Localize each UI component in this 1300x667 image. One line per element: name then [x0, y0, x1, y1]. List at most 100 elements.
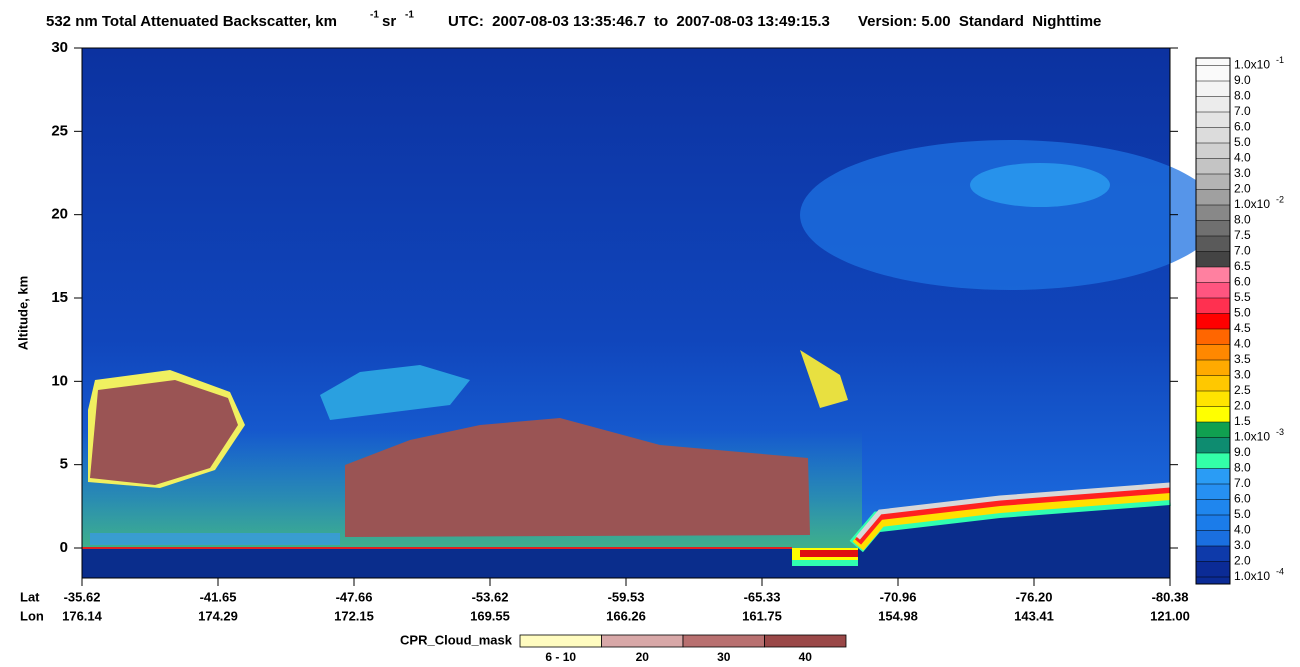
colorbar-label: 3.0 — [1234, 538, 1251, 552]
lon-label: 172.15 — [334, 608, 374, 623]
colorbar-bin — [1196, 546, 1230, 562]
colorbar-bin — [1196, 143, 1230, 159]
colorbar-label: 2.0 — [1234, 399, 1251, 413]
colorbar-label: 5.5 — [1234, 290, 1251, 304]
colorbar-label: 1.5 — [1234, 414, 1251, 428]
y-tick-label: 30 — [51, 39, 68, 56]
colorbar-label-exp: -2 — [1276, 194, 1284, 204]
colorbar-bin — [1196, 561, 1230, 577]
lon-label: 166.26 — [606, 608, 646, 623]
colorbar-bin — [1196, 65, 1230, 81]
colorbar-bin — [1196, 515, 1230, 531]
colorbar-label-exp: -1 — [1276, 55, 1284, 65]
lat-label: -41.65 — [200, 589, 237, 604]
cloud-mask-label: 40 — [799, 650, 813, 664]
colorbar-frame — [1195, 57, 1231, 585]
cloud-mask-swatch — [682, 634, 765, 648]
colorbar-label-exp: -3 — [1276, 427, 1284, 437]
backscatter-field — [82, 48, 1220, 578]
colorbar-bin — [1196, 81, 1230, 97]
lat-label: -59.53 — [608, 589, 645, 604]
colorbar-bin — [1196, 406, 1230, 422]
colorbar-bin — [1196, 422, 1230, 438]
colorbar-bin — [1196, 453, 1230, 469]
colorbar-label: 8.0 — [1234, 461, 1251, 475]
title-main: 532 nm Total Attenuated Backscatter, km — [46, 13, 337, 30]
colorbar-label: 6.5 — [1234, 259, 1251, 273]
lat-label: -80.38 — [1152, 589, 1189, 604]
colorbar-label: 8.0 — [1234, 213, 1251, 227]
lat-label: -53.62 — [472, 589, 509, 604]
y-tick-label: 15 — [51, 289, 68, 306]
lat-label: -35.62 — [64, 589, 101, 604]
colorbar-bin — [1196, 468, 1230, 484]
lat-row-label: Lat — [20, 589, 40, 604]
colorbar-bin — [1196, 189, 1230, 205]
colorbar-label: 3.5 — [1234, 352, 1251, 366]
colorbar-bin — [1196, 375, 1230, 391]
cloud-mask-swatch — [601, 634, 684, 648]
lon-label: 176.14 — [62, 608, 103, 623]
title-utc: UTC: 2007-08-03 13:35:46.7 to 2007-08-03… — [448, 13, 830, 30]
colorbar-label: 7.0 — [1234, 104, 1251, 118]
y-tick-label: 20 — [51, 206, 68, 223]
colorbar-label: 1.0x10 — [1234, 430, 1270, 444]
colorbar-bin — [1196, 344, 1230, 360]
colorbar-label: 6.0 — [1234, 492, 1251, 506]
lat-label: -47.66 — [336, 589, 373, 604]
colorbar-label: 5.0 — [1234, 135, 1251, 149]
colorbar-bin — [1196, 499, 1230, 515]
lon-label: 174.29 — [198, 608, 238, 623]
colorbar-label: 5.0 — [1234, 306, 1251, 320]
colorbar-bin — [1196, 251, 1230, 267]
colorbar-bin — [1196, 298, 1230, 314]
lon-row-label: Lon — [20, 608, 44, 623]
colorbar-label: 2.0 — [1234, 554, 1251, 568]
colorbar-bin — [1196, 437, 1230, 453]
colorbar-label: 2.5 — [1234, 383, 1251, 397]
colorbar-bin — [1196, 329, 1230, 345]
lon-label: 169.55 — [470, 608, 510, 623]
colorbar-label: 1.0x10 — [1234, 197, 1270, 211]
colorbar-label-exp: -4 — [1276, 566, 1284, 576]
colorbar-label: 6.0 — [1234, 120, 1251, 134]
lat-label: -70.96 — [880, 589, 917, 604]
y-tick-label: 0 — [60, 539, 68, 556]
colorbar-bin — [1196, 236, 1230, 252]
colorbar-bin — [1196, 174, 1230, 190]
title-version: Version: 5.00 Standard Nighttime — [858, 13, 1101, 30]
colorbar-bin — [1196, 205, 1230, 221]
title-mid: sr — [382, 13, 396, 30]
title-sup: -1 — [405, 10, 414, 21]
colorbar-bin — [1196, 391, 1230, 407]
colorbar-label: 4.0 — [1234, 337, 1251, 351]
y-tick-label: 10 — [51, 372, 68, 389]
cloud-mask-swatch — [764, 634, 847, 648]
colorbar-label: 1.0x10 — [1234, 569, 1270, 583]
y-axis-label: Altitude, km — [15, 276, 30, 350]
colorbar-bin — [1196, 360, 1230, 376]
colorbar-bin — [1196, 484, 1230, 500]
colorbar-label: 2.0 — [1234, 182, 1251, 196]
colorbar-bin — [1196, 530, 1230, 546]
lon-label: 161.75 — [742, 608, 782, 623]
colorbar-label: 9.0 — [1234, 445, 1251, 459]
lon-label: 143.41 — [1014, 608, 1054, 623]
colorbar-label: 4.0 — [1234, 523, 1251, 537]
colorbar-bin — [1196, 58, 1230, 66]
colorbar-label: 9.0 — [1234, 73, 1251, 87]
colorbar-bin — [1196, 267, 1230, 283]
colorbar-label: 7.5 — [1234, 228, 1251, 242]
colorbar-label: 4.0 — [1234, 151, 1251, 165]
lon-label: 154.98 — [878, 608, 918, 623]
colorbar-label: 7.0 — [1234, 244, 1251, 258]
colorbar-bin — [1196, 220, 1230, 236]
colorbar-bin — [1196, 96, 1230, 112]
colorbar-label: 8.0 — [1234, 89, 1251, 103]
colorbar-bin — [1196, 158, 1230, 174]
colorbar-label: 6.0 — [1234, 275, 1251, 289]
lon-label: 121.00 — [1150, 608, 1190, 623]
cloud-mask-title: CPR_Cloud_mask — [400, 632, 513, 647]
cloud-mask-label: 30 — [717, 650, 731, 664]
